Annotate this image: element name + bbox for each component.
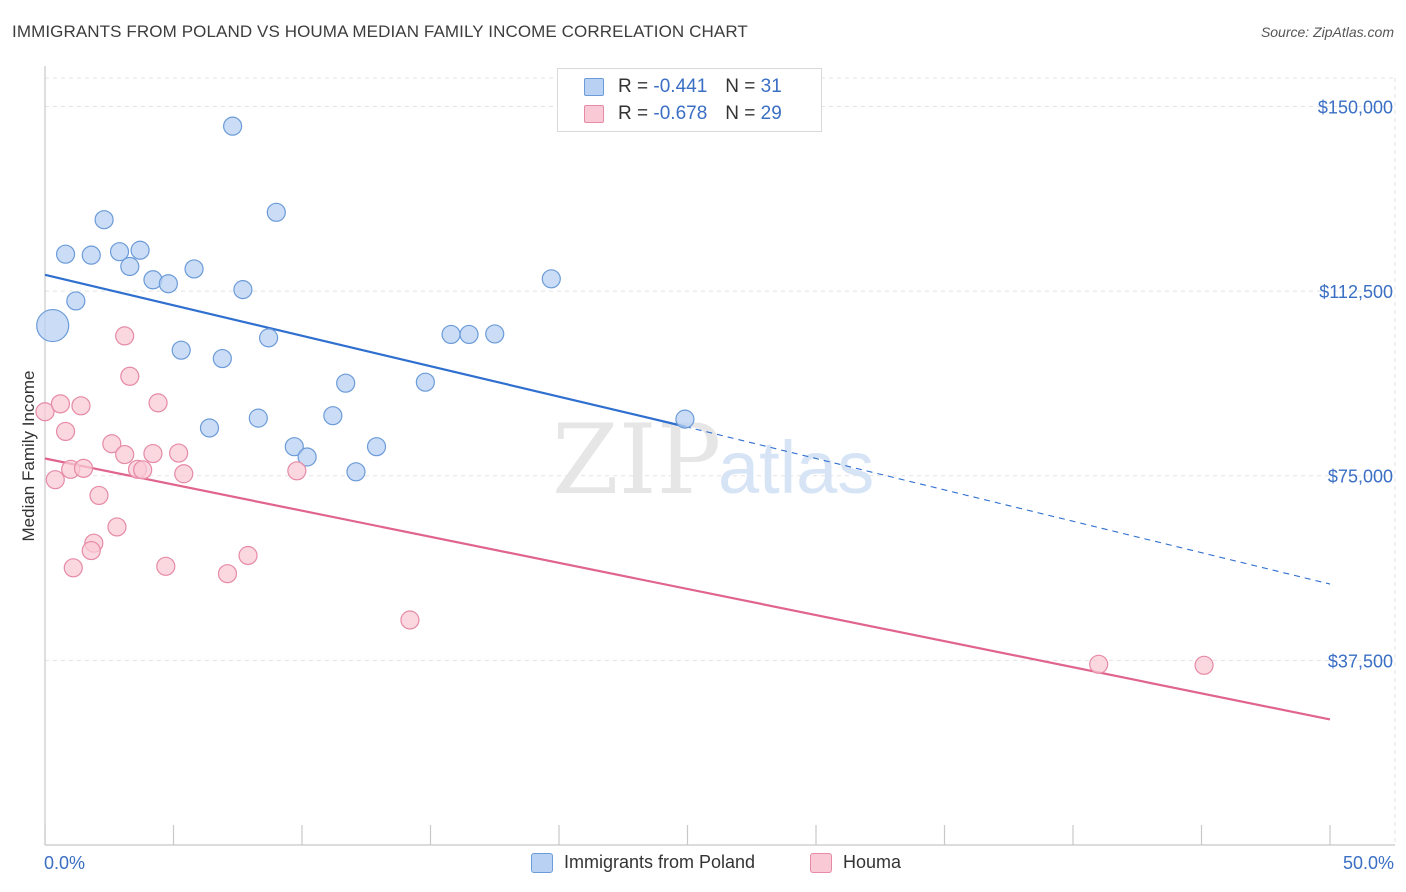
point-poland <box>130 240 150 260</box>
n-value: 31 <box>760 76 782 97</box>
r-label: R = <box>618 76 649 97</box>
point-poland <box>212 348 232 369</box>
r-value: -0.441 <box>653 76 708 97</box>
y-tick-label: $75,000 <box>1328 467 1393 487</box>
point-houma <box>63 558 83 578</box>
trend-line-poland <box>44 273 686 428</box>
n-label: N = <box>725 103 756 124</box>
legend-swatch-houma <box>810 852 832 873</box>
point-poland <box>109 242 130 262</box>
trend-line-poland-extension <box>684 425 1331 585</box>
point-poland <box>120 256 140 277</box>
legend-label-poland: Immigrants from Poland <box>564 852 756 872</box>
point-poland <box>485 324 505 344</box>
point-poland <box>55 244 76 264</box>
point-poland <box>199 418 220 438</box>
point-poland <box>336 373 356 393</box>
point-houma <box>71 396 91 416</box>
chart-title: IMMIGRANTS FROM POLAND VS HOUMA MEDIAN F… <box>12 22 748 41</box>
point-houma <box>287 461 307 481</box>
legend-row-houma: R = -0.678 N = 29 <box>584 102 782 126</box>
legend-swatch-houma <box>584 105 604 123</box>
point-poland <box>184 259 204 279</box>
legend-swatch-poland <box>531 852 553 873</box>
correlation-legend: R = -0.441 N = 31 R = -0.678 N = 29 <box>557 68 822 132</box>
point-poland <box>94 210 114 230</box>
point-houma <box>169 443 189 463</box>
x-tick-label: 50.0% <box>1343 853 1394 873</box>
point-poland <box>297 447 317 467</box>
point-poland <box>233 280 253 300</box>
point-houma <box>102 434 122 454</box>
point-houma <box>35 402 55 422</box>
legend-item-poland[interactable]: Immigrants from Poland <box>531 852 755 873</box>
point-houma <box>174 464 194 484</box>
point-houma <box>115 326 135 346</box>
point-houma <box>143 443 163 464</box>
r-label: R = <box>618 103 649 124</box>
point-poland <box>66 291 86 311</box>
point-houma <box>89 485 109 506</box>
point-poland <box>266 202 286 222</box>
point-poland <box>81 245 101 265</box>
y-tick-label: $112,500 <box>1319 282 1393 302</box>
n-value: 29 <box>760 103 782 124</box>
legend-label-houma: Houma <box>843 852 902 872</box>
watermark-atlas: atlas <box>718 426 874 509</box>
point-houma <box>238 545 258 566</box>
watermark: ZIP atlas <box>552 404 874 516</box>
point-houma <box>120 366 140 386</box>
tick-labels: $37,500 $75,000 $112,500 $150,000 0.0% 50.0% <box>44 97 1394 873</box>
point-poland <box>415 372 435 392</box>
point-poland <box>223 116 243 136</box>
point-poland <box>171 340 191 360</box>
point-poland <box>36 308 70 343</box>
series-legend: Immigrants from Poland Houma <box>0 850 1406 880</box>
source-label: Source: ZipAtlas.com <box>1260 24 1394 40</box>
point-poland <box>366 437 387 457</box>
point-poland <box>284 437 304 457</box>
legend-row-poland: R = -0.441 N = 31 <box>584 75 782 99</box>
point-poland <box>258 328 279 348</box>
legend-swatch-poland <box>584 78 604 96</box>
point-poland <box>541 269 561 289</box>
point-houma <box>107 517 127 537</box>
point-houma <box>148 393 168 413</box>
y-tick-label: $37,500 <box>1328 651 1393 671</box>
point-houma <box>133 460 153 480</box>
n-label: N = <box>725 76 756 97</box>
point-poland <box>675 409 695 429</box>
data-points <box>35 116 1214 675</box>
axes <box>44 66 1395 846</box>
y-axis-label: Median Family Income <box>19 370 38 541</box>
y-tick-label: $150,000 <box>1318 97 1393 117</box>
point-houma <box>156 556 176 576</box>
point-poland <box>158 274 178 294</box>
point-poland <box>323 406 343 426</box>
watermark-zip: ZIP <box>552 404 721 516</box>
point-poland <box>459 324 479 345</box>
point-poland <box>441 324 461 345</box>
point-houma <box>55 421 76 442</box>
x-tick-label: 0.0% <box>44 853 85 873</box>
point-houma <box>50 394 71 414</box>
point-houma <box>1089 654 1109 674</box>
point-poland <box>248 408 268 428</box>
trend-line-houma <box>44 457 1331 721</box>
trend-lines <box>44 273 1331 721</box>
point-houma <box>217 564 238 584</box>
legend-item-houma[interactable]: Houma <box>810 852 901 873</box>
point-houma <box>400 610 420 630</box>
point-houma <box>45 470 65 490</box>
point-houma <box>81 540 101 561</box>
r-value: -0.678 <box>653 103 708 124</box>
point-houma <box>1194 655 1214 675</box>
point-poland <box>346 462 366 482</box>
point-houma <box>73 458 94 478</box>
point-houma <box>115 444 135 465</box>
